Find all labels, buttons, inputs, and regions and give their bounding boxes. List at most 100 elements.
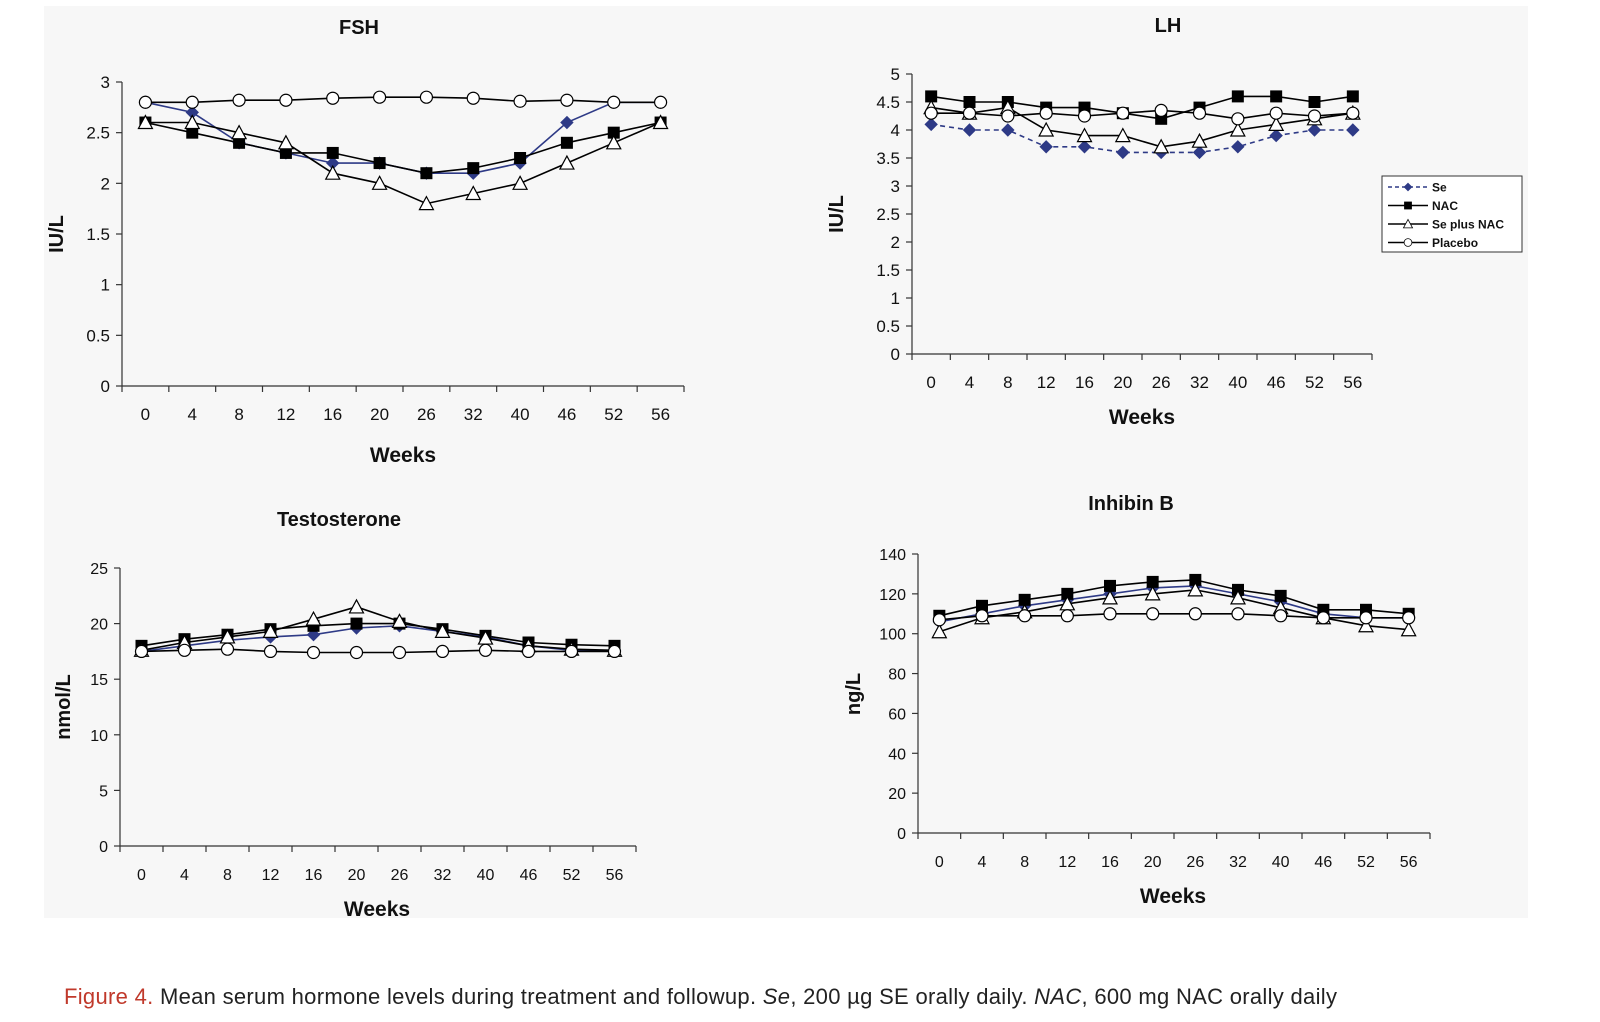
inhibin-b-y-axis-label: ng/L (843, 673, 865, 715)
lh-series-se-plus-nac-point (1229, 121, 1246, 137)
lh-series-se-point (1077, 140, 1092, 154)
fsh-x-tick-label: 4 (188, 405, 197, 424)
fsh-series-placebo-point (560, 93, 574, 107)
inhibin-b-series-nac-point (1104, 579, 1116, 592)
testosterone-series-placebo-point (263, 644, 278, 659)
lh-legend: Se NAC Se plus NAC Placebo (1381, 175, 1523, 253)
inhibin-b-x-tick-label: 56 (1400, 854, 1418, 871)
testosterone-x-tick-label: 4 (180, 867, 189, 884)
caption-term-nac: NAC (1034, 984, 1082, 1009)
fsh-chart-title: FSH (339, 17, 379, 39)
inhibin-b-series-placebo-point (1146, 607, 1160, 621)
fsh-x-tick-label: 20 (370, 405, 389, 424)
fsh-y-tick-label: 0 (101, 377, 110, 396)
testosterone-x-tick-label: 0 (137, 867, 146, 884)
lh-series-nac-point (925, 90, 938, 103)
inhibin-b-series-placebo-point (1018, 609, 1032, 623)
lh-legend-placebo-label: Placebo (1432, 236, 1478, 250)
lh-series-placebo-point (1346, 106, 1360, 120)
inhibin-b-x-tick-label: 32 (1229, 854, 1247, 871)
lh-series-placebo-point (1192, 106, 1207, 120)
testosterone-series-se-plus-nac-point (434, 623, 451, 638)
inhibin-b-x-tick-label: 8 (1020, 854, 1029, 871)
fsh-series-se-plus-nac-line (145, 121, 661, 205)
testosterone-series-placebo-point (177, 643, 192, 657)
inhibin-b-y-tick-label: 100 (879, 627, 906, 644)
inhibin-b-y-tick-label: 80 (888, 667, 906, 684)
inhibin-b-series-placebo-point (1316, 611, 1330, 625)
testosterone-x-tick-label: 46 (520, 867, 538, 884)
fsh-series-placebo-point (372, 90, 387, 104)
fsh-series-placebo-point (466, 91, 480, 105)
inhibin-b-x-tick-label: 4 (978, 854, 987, 871)
lh-chart-title: LH (1155, 15, 1182, 37)
inhibin-b-series-se-plus-nac-point (931, 623, 948, 639)
lh-series-nac-point (963, 96, 976, 108)
lh-series-placebo-point (924, 106, 938, 120)
testosterone-x-tick-label: 20 (348, 867, 366, 884)
inhibin-b-series-placebo-point (1274, 609, 1288, 623)
lh-series-se-point (1039, 140, 1053, 154)
caption-text-1: Mean serum hormone levels during treatme… (153, 984, 763, 1009)
lh-y-tick-label: 1 (891, 289, 900, 308)
inhibin-b-series-placebo-point (1103, 607, 1117, 621)
lh-legend-se-marker (1403, 182, 1413, 192)
testosterone-x-tick-label: 52 (563, 867, 581, 884)
lh-series-placebo-point (1001, 109, 1015, 123)
fsh-x-tick-label: 16 (323, 405, 342, 424)
fsh-x-tick-label: 52 (604, 405, 623, 424)
figure-background (44, 6, 1528, 918)
caption-text-2: , 200 µg SE orally daily. (790, 984, 1035, 1009)
lh-series-nac-point (1346, 90, 1359, 103)
testosterone-x-tick-label: 56 (606, 867, 624, 884)
fsh-series-se-plus-nac-point (184, 114, 201, 130)
fsh-y-tick-label: 1.5 (86, 225, 110, 244)
fsh-series-se-plus-nac-point (277, 134, 294, 150)
testosterone-x-axis-label: Weeks (344, 898, 410, 921)
fsh-x-tick-label: 12 (276, 405, 295, 424)
inhibin-b-series-placebo-point (1060, 609, 1074, 623)
testosterone-y-tick-label: 25 (90, 561, 108, 578)
lh-legend-se-label: Se (1432, 181, 1447, 195)
inhibin-b-x-tick-label: 20 (1144, 854, 1162, 871)
inhibin-b-series-se-plus-nac-point (1229, 589, 1247, 605)
chart-inhibin-b: 0 20 40 60 80 100 120 140 0 4 8 12 16 20 26 32 40 46 52 56 I… (843, 493, 1431, 908)
lh-y-tick-label: 2 (891, 233, 900, 252)
lh-series-placebo-point (1077, 109, 1092, 123)
fsh-series-se-point (560, 115, 574, 130)
lh-x-tick-label: 0 (926, 373, 935, 392)
testosterone-x-tick-label: 12 (262, 867, 280, 884)
inhibin-b-y-tick-label: 20 (888, 786, 906, 803)
fsh-series-placebo-point (185, 95, 199, 109)
fsh-series-nac-point (560, 136, 573, 149)
testosterone-y-tick-label: 20 (90, 617, 108, 634)
inhibin-b-x-tick-label: 40 (1272, 854, 1290, 871)
lh-x-tick-label: 26 (1152, 373, 1171, 392)
fsh-series-se-plus-nac-point (605, 134, 622, 150)
testosterone-series-placebo-point (478, 643, 493, 657)
lh-legend-placebo-marker (1403, 238, 1413, 247)
fsh-series-se-plus-nac-point (558, 154, 575, 170)
lh-legend-nac-label: NAC (1432, 199, 1458, 213)
testosterone-series-placebo-point (134, 644, 149, 659)
lh-x-tick-label: 16 (1075, 373, 1094, 392)
lh-series-se-plus-nac-point (1153, 138, 1170, 154)
fsh-x-tick-label: 0 (141, 405, 150, 424)
lh-series-se-point (924, 117, 938, 132)
inhibin-b-x-axis-label: Weeks (1140, 885, 1206, 908)
inhibin-b-x-tick-label: 12 (1058, 854, 1076, 871)
inhibin-b-series-nac-point (1274, 589, 1287, 602)
fsh-x-tick-label: 40 (511, 405, 530, 424)
fsh-series-placebo-point (279, 93, 293, 107)
testosterone-series-nac-point (350, 617, 363, 630)
inhibin-b-series-nac-point (1146, 575, 1159, 588)
testosterone-series-placebo-point (607, 644, 622, 659)
fsh-series-placebo-point (513, 94, 527, 108)
inhibin-b-series-nac-point (976, 599, 988, 612)
lh-x-tick-label: 56 (1343, 373, 1362, 392)
fsh-series-se-plus-nac-point (324, 164, 341, 180)
inhibin-b-series-placebo-point (1402, 611, 1416, 625)
lh-y-tick-label: 2.5 (876, 205, 900, 224)
caption-term-se: Se (762, 984, 791, 1009)
fsh-x-tick-label: 46 (557, 405, 576, 424)
